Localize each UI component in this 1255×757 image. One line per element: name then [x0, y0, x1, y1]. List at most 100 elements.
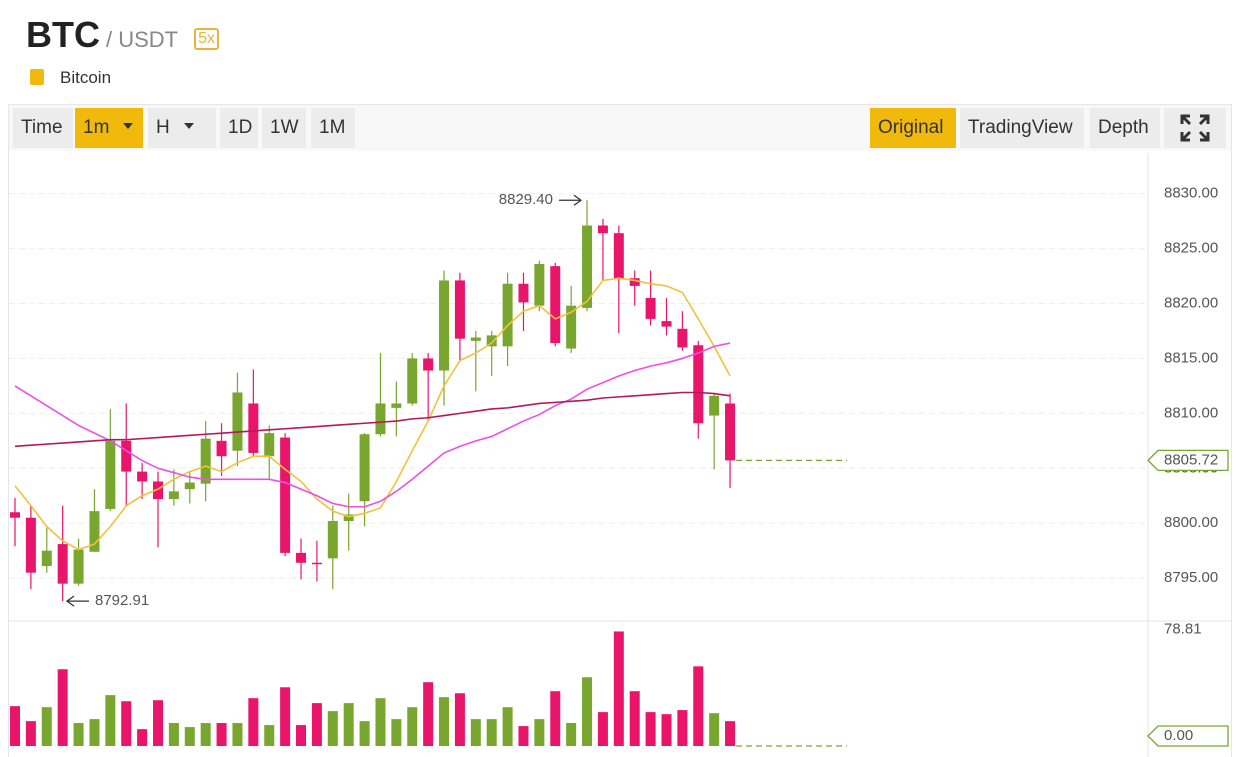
candle-body	[725, 403, 736, 461]
moving-average	[14, 277, 731, 551]
candle-body	[232, 392, 243, 451]
candle-body	[137, 471, 148, 482]
button-label: 1D	[228, 117, 253, 138]
volume-bar	[57, 669, 68, 746]
volume-bar	[502, 707, 513, 746]
candle-body	[709, 395, 720, 416]
toolbar-button[interactable]: Depth	[1090, 108, 1160, 148]
annotation-arrowhead	[65, 595, 75, 607]
toolbar-button[interactable]: Time	[13, 108, 73, 148]
volume-bar	[343, 703, 354, 746]
toolbar: Time 1m H 1D 1W 1M Original TradingView Depth	[9, 105, 1231, 151]
base-asset: BTC	[26, 14, 100, 55]
candle-body	[629, 278, 640, 286]
asset-name: Bitcoin	[30, 68, 111, 88]
candle-body	[550, 266, 561, 344]
candle-body	[502, 283, 513, 347]
asset-name-text: Bitcoin	[60, 68, 112, 87]
candle-body	[582, 225, 593, 308]
candle-body	[677, 328, 688, 348]
annotation-arrowhead	[573, 194, 583, 206]
volume-bar	[137, 729, 148, 746]
volume-bar	[645, 712, 656, 746]
quote-asset: / USDT	[106, 27, 179, 52]
candle-body	[693, 345, 704, 424]
toolbar-button[interactable]: 1M	[311, 108, 355, 148]
toolbar-button[interactable]: Original	[870, 108, 956, 148]
candle-body	[645, 298, 656, 319]
button-label: Depth	[1098, 117, 1149, 138]
button-label: Original	[878, 117, 944, 138]
y-tick-label: 8795.00	[1164, 569, 1218, 586]
button-label: 1m	[83, 117, 110, 138]
volume-bar	[168, 723, 179, 746]
candle-body	[10, 512, 20, 518]
toolbar-button[interactable]: H	[148, 108, 216, 148]
volume-bar	[311, 703, 322, 746]
candle-body	[407, 358, 418, 404]
annotation-label: 8829.40	[499, 191, 553, 208]
volume-bar	[518, 726, 529, 746]
toolbar-button[interactable]: TradingView	[960, 108, 1084, 148]
candle-body	[359, 434, 370, 502]
candle-body	[280, 437, 291, 553]
volume-bar	[264, 725, 275, 746]
candle-body	[25, 517, 36, 573]
volume-bar	[566, 723, 577, 746]
last-price-tag	[1147, 449, 1229, 472]
candle-body	[216, 440, 227, 457]
y-tick-label: 8815.00	[1164, 349, 1218, 366]
candle-body	[423, 358, 434, 371]
volume-bar	[550, 691, 561, 746]
volume-bar	[248, 698, 259, 746]
annotation-label: 8792.91	[95, 592, 149, 609]
fullscreen-button[interactable]	[1164, 108, 1226, 148]
info-icon[interactable]	[30, 69, 44, 85]
candle-body	[566, 305, 577, 349]
volume-bar	[725, 721, 736, 746]
volume-bar	[200, 723, 211, 746]
volume-bar	[184, 727, 195, 746]
fullscreen-icon	[1180, 114, 1210, 142]
candle-body	[439, 280, 450, 371]
candle-body	[597, 225, 608, 234]
toolbar-button[interactable]: 1W	[262, 108, 306, 148]
candle-body	[343, 514, 354, 522]
candle-body	[613, 233, 624, 279]
candle-body	[661, 321, 672, 327]
candle-body	[454, 280, 465, 339]
volume-bar	[327, 711, 338, 746]
chart: 8830.00 8825.00 8820.00 8815.00 8810.00 8805.…	[9, 153, 1231, 757]
volume-bar	[89, 719, 100, 746]
volume-bar	[486, 719, 497, 746]
candle-body	[168, 491, 179, 500]
volume-bar	[454, 693, 465, 746]
y-tick-label: 8820.00	[1164, 294, 1218, 311]
candle-body	[121, 440, 132, 472]
leverage-badge: 5x	[194, 28, 220, 50]
volume-bar	[677, 710, 688, 746]
candle-body	[89, 511, 100, 552]
volume-bar	[709, 713, 720, 746]
volume-bar	[423, 682, 434, 746]
candle-body	[486, 335, 497, 347]
candle-body	[248, 403, 259, 453]
volume-bar	[296, 725, 307, 746]
volume-tick-label: 0.00	[1164, 727, 1193, 744]
moving-average	[14, 342, 731, 508]
candle-body	[41, 550, 52, 567]
volume-bar	[232, 723, 243, 746]
candle-body	[264, 433, 275, 457]
volume-tick-label: 78.81	[1164, 620, 1202, 637]
candle-body	[470, 337, 481, 341]
volume-bar	[105, 695, 116, 746]
candle-body	[311, 562, 322, 565]
toolbar-button[interactable]: 1D	[220, 108, 258, 148]
candle-body	[296, 552, 307, 563]
toolbar-button[interactable]: 1m	[75, 108, 143, 148]
candle-body	[105, 440, 116, 509]
candle-body	[375, 403, 386, 435]
volume-bar	[470, 719, 481, 746]
volume-bar	[153, 700, 164, 746]
volume-bar	[391, 719, 402, 746]
